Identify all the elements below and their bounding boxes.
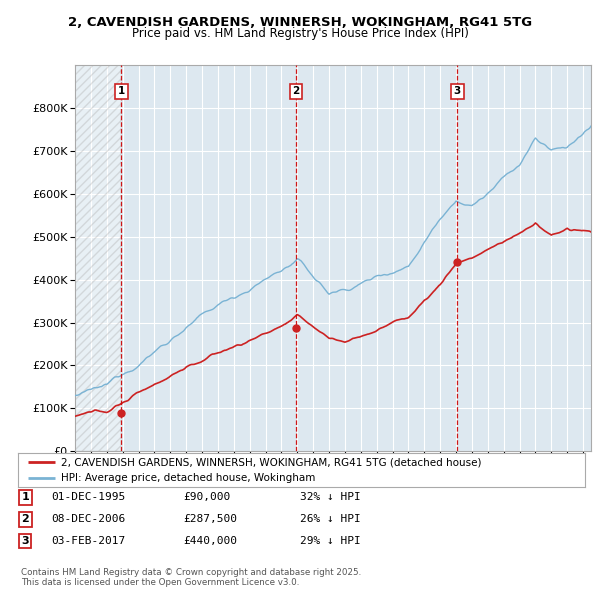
Text: 2, CAVENDISH GARDENS, WINNERSH, WOKINGHAM, RG41 5TG: 2, CAVENDISH GARDENS, WINNERSH, WOKINGHA… <box>68 16 532 29</box>
Text: 2: 2 <box>22 514 29 524</box>
Text: 3: 3 <box>22 536 29 546</box>
Text: 01-DEC-1995: 01-DEC-1995 <box>51 493 125 502</box>
Text: 2, CAVENDISH GARDENS, WINNERSH, WOKINGHAM, RG41 5TG (detached house): 2, CAVENDISH GARDENS, WINNERSH, WOKINGHA… <box>61 457 481 467</box>
Text: 1: 1 <box>118 86 125 96</box>
Text: 29% ↓ HPI: 29% ↓ HPI <box>300 536 361 546</box>
Text: £90,000: £90,000 <box>183 493 230 502</box>
Text: Contains HM Land Registry data © Crown copyright and database right 2025.
This d: Contains HM Land Registry data © Crown c… <box>21 568 361 587</box>
Bar <box>75 65 121 451</box>
Text: £440,000: £440,000 <box>183 536 237 546</box>
Text: 2: 2 <box>293 86 300 96</box>
Text: 32% ↓ HPI: 32% ↓ HPI <box>300 493 361 502</box>
Text: 3: 3 <box>454 86 461 96</box>
Text: £287,500: £287,500 <box>183 514 237 524</box>
Text: Price paid vs. HM Land Registry's House Price Index (HPI): Price paid vs. HM Land Registry's House … <box>131 27 469 40</box>
Text: 26% ↓ HPI: 26% ↓ HPI <box>300 514 361 524</box>
Text: 08-DEC-2006: 08-DEC-2006 <box>51 514 125 524</box>
Text: 1: 1 <box>22 493 29 502</box>
Text: 03-FEB-2017: 03-FEB-2017 <box>51 536 125 546</box>
Text: HPI: Average price, detached house, Wokingham: HPI: Average price, detached house, Woki… <box>61 473 315 483</box>
